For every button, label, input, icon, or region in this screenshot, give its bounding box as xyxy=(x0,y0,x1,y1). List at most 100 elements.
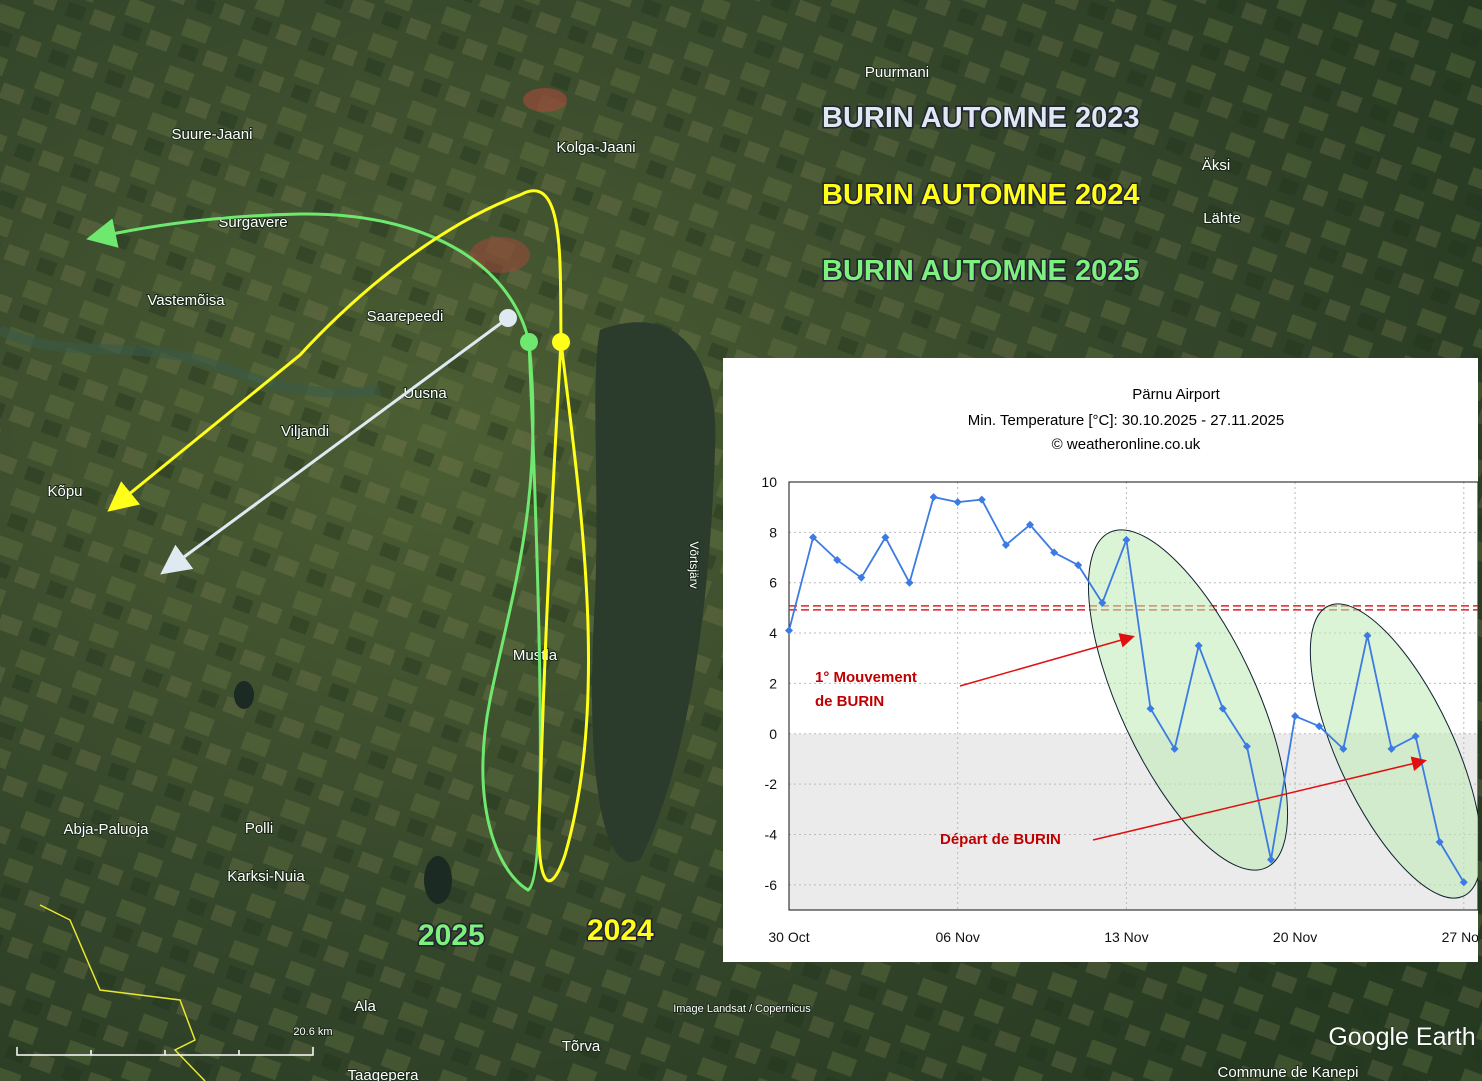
data-point xyxy=(1315,722,1324,731)
x-tick-label: 13 Nov xyxy=(1104,929,1148,945)
lake xyxy=(424,856,452,904)
track-2023 xyxy=(160,316,509,575)
y-tick-label: -2 xyxy=(765,776,778,792)
data-point xyxy=(1146,704,1155,713)
lake xyxy=(592,322,716,863)
place-label: Ala xyxy=(354,998,376,1015)
data-point xyxy=(1339,744,1348,753)
start-point xyxy=(520,333,538,351)
scale-bar: 20.6 km xyxy=(16,1025,334,1056)
data-point xyxy=(1363,631,1372,640)
chart-inset: Pärnu Airport Min. Temperature [°C]: 30.… xyxy=(723,358,1482,962)
y-tick-label: -6 xyxy=(765,877,778,893)
border xyxy=(39,904,206,1081)
place-label: Äksi xyxy=(1202,157,1230,174)
data-point xyxy=(1122,535,1131,544)
data-point xyxy=(1194,641,1203,650)
y-tick-label: -4 xyxy=(765,826,778,842)
y-tick-label: 2 xyxy=(769,675,777,691)
place-label: Karksi-Nuia xyxy=(227,868,305,885)
data-point xyxy=(1218,704,1227,713)
place-label: Taagepera xyxy=(348,1067,420,1081)
place-label: Kõpu xyxy=(47,483,82,500)
data-point xyxy=(785,626,793,635)
chart-source: © weatheronline.co.uk xyxy=(1052,436,1201,453)
lake xyxy=(234,681,254,709)
annotation-arrow xyxy=(1092,756,1427,841)
bog xyxy=(470,237,530,273)
data-point xyxy=(1291,712,1300,721)
data-point xyxy=(809,533,818,542)
x-tick-label: 06 Nov xyxy=(936,929,980,945)
data-point xyxy=(833,556,842,565)
y-tick-label: 0 xyxy=(769,726,777,742)
river xyxy=(0,325,381,398)
data-point xyxy=(1435,838,1444,847)
data-point xyxy=(1026,520,1034,529)
place-label: Saarepeedi xyxy=(367,308,444,325)
place-label: Commune de Kanepi xyxy=(1218,1064,1359,1081)
data-point xyxy=(1001,540,1010,549)
x-tick-label: 20 Nov xyxy=(1273,929,1317,945)
data-point xyxy=(1387,744,1396,753)
place-label: Tõrva xyxy=(562,1038,601,1055)
data-point xyxy=(881,533,890,542)
start-point xyxy=(499,309,517,327)
data-point xyxy=(857,573,866,582)
data-point xyxy=(953,498,962,507)
track-2025 xyxy=(481,341,542,892)
place-label: Võrtsjärv xyxy=(687,541,701,588)
data-point xyxy=(1050,548,1059,557)
place-label: Mustla xyxy=(513,647,558,664)
place-label: Lähte xyxy=(1203,210,1241,227)
chart-subtitle: Min. Temperature [°C]: 30.10.2025 - 27.1… xyxy=(968,412,1284,429)
track-2025 xyxy=(86,212,531,343)
start-point xyxy=(552,333,570,351)
legend-entry: BURIN AUTOMNE 2024 xyxy=(822,179,1139,211)
x-tick-label: 27 Nov xyxy=(1442,929,1482,945)
place-label: Suure-Jaani xyxy=(172,126,253,143)
data-point xyxy=(1242,742,1251,751)
data-point xyxy=(1411,732,1420,741)
track-2024 xyxy=(537,341,591,883)
place-label: Puurmani xyxy=(865,64,929,81)
data-point xyxy=(1098,598,1107,607)
y-tick-label: 6 xyxy=(769,575,777,591)
data-point xyxy=(977,495,986,504)
place-label: Viljandi xyxy=(281,423,329,440)
track-label: 2024 xyxy=(587,914,654,947)
legend-entry: BURIN AUTOMNE 2025 xyxy=(822,255,1139,287)
data-point xyxy=(929,493,938,502)
data-point xyxy=(905,578,914,587)
annotation: 1° Mouvement xyxy=(815,669,917,686)
legend-entry: BURIN AUTOMNE 2023 xyxy=(822,102,1139,134)
chart-title: Pärnu Airport xyxy=(1132,386,1220,403)
highlight-ellipse xyxy=(1087,529,1289,871)
logo: Google Earth xyxy=(1328,1023,1475,1051)
track-2024 xyxy=(107,189,563,512)
place-label: Uusna xyxy=(403,385,447,402)
bog xyxy=(523,88,567,112)
annotation: Départ de BURIN xyxy=(940,831,1061,848)
data-point xyxy=(1074,561,1083,570)
place-label: Kolga-Jaani xyxy=(556,139,635,156)
data-point xyxy=(1170,744,1179,753)
plot-frame xyxy=(788,481,1478,911)
annotation-arrow xyxy=(959,633,1135,687)
place-label: Abja-Paluoja xyxy=(63,821,149,838)
x-tick-label: 30 Oct xyxy=(768,929,809,945)
place-label: Polli xyxy=(245,820,273,837)
scale-line xyxy=(16,1047,314,1056)
highlight-ellipse xyxy=(1309,603,1478,899)
data-point xyxy=(1459,878,1468,887)
track-label: 2025 xyxy=(418,919,485,952)
data-point xyxy=(1267,855,1275,864)
annotation: de BURIN xyxy=(815,693,884,710)
attribution: Image Landsat / Copernicus xyxy=(673,1003,811,1015)
place-label: Vastemõisa xyxy=(147,292,225,309)
y-tick-label: 10 xyxy=(761,474,777,490)
scale-label: 20.6 km xyxy=(293,1026,332,1038)
y-tick-label: 4 xyxy=(769,625,777,641)
